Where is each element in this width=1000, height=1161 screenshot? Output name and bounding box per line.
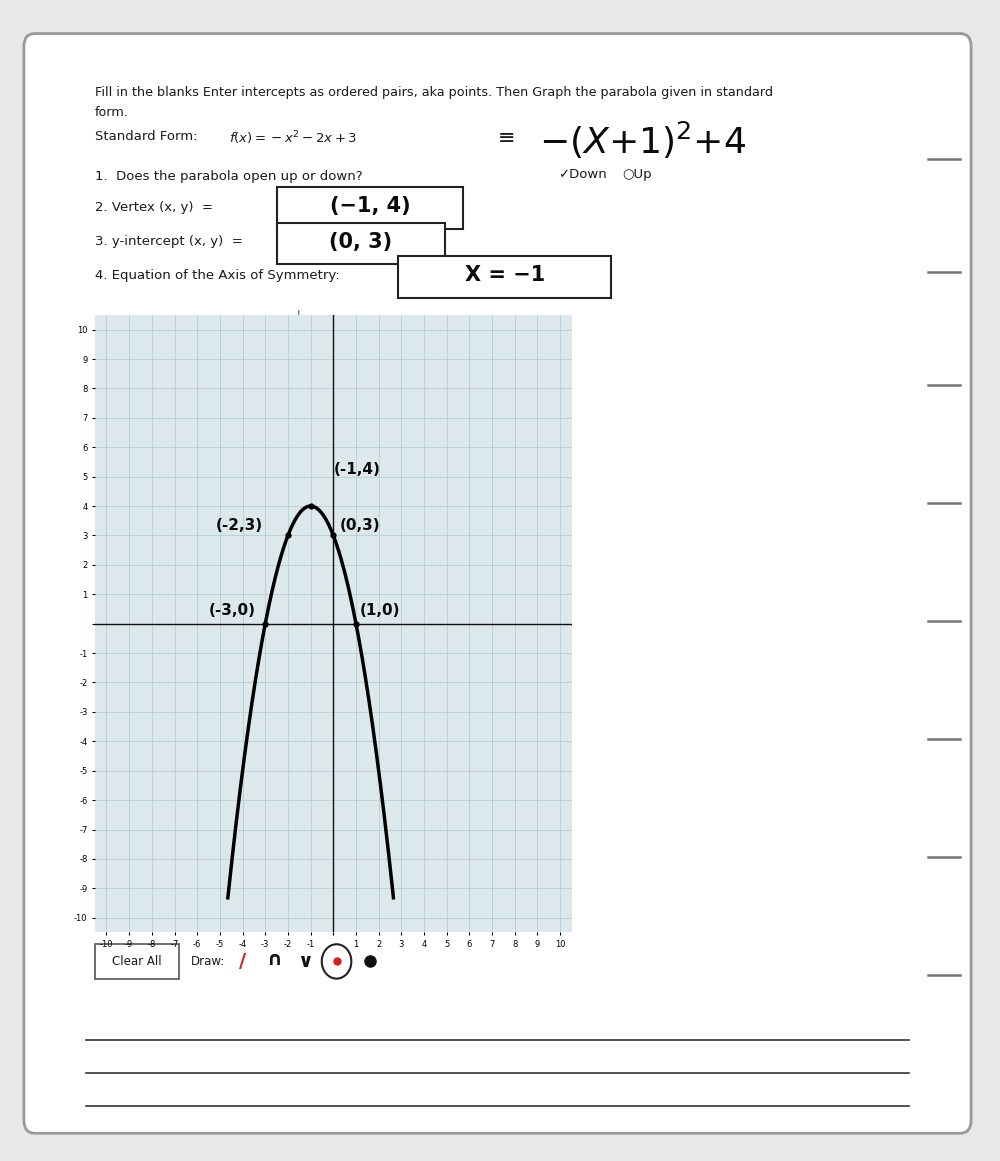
Text: Draw:: Draw: [190,956,225,968]
Text: (0,3): (0,3) [340,518,381,533]
Text: South: South [507,1069,599,1097]
Text: Standard Form:: Standard Form: [95,130,198,143]
Text: South: South [507,96,599,125]
Text: South: South [285,231,377,259]
Text: ∩: ∩ [266,950,282,968]
Text: South: South [72,96,164,125]
Text: South: South [72,370,164,398]
Text: (0, 3): (0, 3) [329,232,392,252]
Text: 4. Equation of the Axis of Symmetry:: 4. Equation of the Axis of Symmetry: [95,268,340,282]
Text: ∨: ∨ [297,952,313,971]
FancyBboxPatch shape [277,223,445,265]
Text: form.: form. [95,106,129,118]
Text: South: South [729,650,821,678]
Text: 1.  Does the parabola open up or down?: 1. Does the parabola open up or down? [95,170,363,183]
Text: South: South [285,1069,377,1097]
Text: South: South [729,929,821,957]
Text: South: South [72,929,164,957]
Text: South: South [507,650,599,678]
FancyBboxPatch shape [398,255,611,297]
Text: South: South [507,789,599,817]
FancyBboxPatch shape [95,944,179,979]
Text: South: South [729,231,821,259]
Text: (-2,3): (-2,3) [215,518,262,533]
Text: |: | [297,310,300,320]
Text: Clear All: Clear All [112,956,162,968]
Text: /: / [239,952,246,971]
Text: South: South [729,96,821,125]
Text: South: South [729,370,821,398]
Text: $-(X{+}1)^2{+}4$: $-(X{+}1)^2{+}4$ [539,120,746,160]
Text: South: South [729,1069,821,1097]
Text: ○Up: ○Up [622,168,652,181]
Text: 3. y-intercept (x, y)  =: 3. y-intercept (x, y) = [95,236,243,248]
Text: South: South [72,231,164,259]
FancyBboxPatch shape [24,34,971,1133]
Text: South: South [72,650,164,678]
Text: South: South [507,370,599,398]
Text: South: South [285,650,377,678]
Text: South: South [285,789,377,817]
Text: South: South [507,929,599,957]
FancyBboxPatch shape [277,187,463,229]
Text: South: South [507,231,599,259]
Text: South: South [507,511,599,539]
Text: (-1,4): (-1,4) [333,462,380,477]
Text: ✓Down: ✓Down [558,168,606,181]
Text: South: South [729,789,821,817]
Text: (1,0): (1,0) [359,603,400,618]
Text: South: South [285,511,377,539]
Text: South: South [72,789,164,817]
Text: $\equiv$: $\equiv$ [493,125,514,146]
Text: South: South [729,511,821,539]
Text: (−1, 4): (−1, 4) [330,196,410,216]
Text: South: South [72,511,164,539]
Text: X = −1: X = −1 [465,265,545,286]
Text: Fill in the blanks Enter intercepts as ordered pairs, aka points. Then Graph the: Fill in the blanks Enter intercepts as o… [95,86,773,99]
Text: $f(x) = -x^2 - 2x + 3$: $f(x) = -x^2 - 2x + 3$ [229,129,357,146]
Text: 2. Vertex (x, y)  =: 2. Vertex (x, y) = [95,201,213,214]
Text: South: South [285,370,377,398]
Text: (-3,0): (-3,0) [209,603,256,618]
Text: South: South [285,96,377,125]
Text: South: South [285,929,377,957]
Text: South: South [72,1069,164,1097]
